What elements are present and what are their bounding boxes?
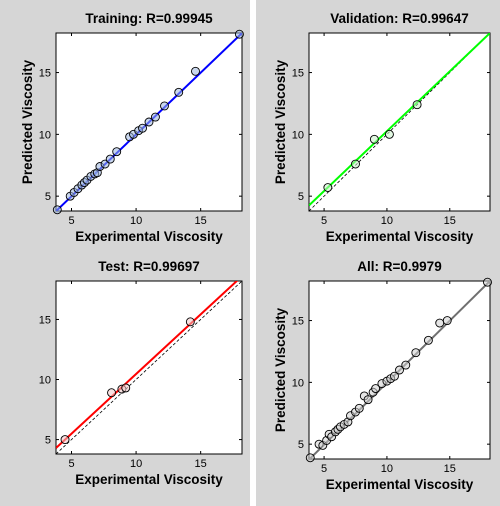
y-tick-label: 5 (298, 191, 304, 203)
x-tick-label: 10 (130, 458, 142, 470)
y-tick-label: 15 (39, 314, 51, 326)
x-tick-label: 5 (321, 215, 327, 227)
data-point-21 (160, 101, 169, 111)
y-tick-label: 10 (292, 129, 304, 141)
y-axis-label: Predicted Viscosity (273, 307, 288, 432)
y-tick-label: 5 (298, 439, 304, 451)
x-axis-label: Experimental Viscosity (75, 472, 223, 487)
data-point-13 (105, 154, 115, 164)
data-point-4 (121, 383, 131, 393)
x-tick-label: 15 (444, 463, 456, 475)
data-point-1 (60, 435, 70, 445)
y-tick-label: 5 (45, 435, 51, 447)
data-point-19 (144, 117, 154, 127)
data-point-3 (369, 134, 379, 144)
data-point-14 (354, 403, 364, 413)
data-point-5 (185, 317, 195, 327)
y-axis-label: Predicted Viscosity (20, 59, 35, 184)
x-tick-label: 5 (68, 215, 74, 227)
data-point-18 (371, 384, 381, 393)
data-point-28 (442, 316, 452, 326)
chart-3: 5 10 15 5 10 15 Test: R=0.99697 Experimental Vi… (39, 259, 243, 487)
chart-title: Test: R=0.99697 (98, 259, 199, 274)
data-point-16 (363, 395, 373, 405)
data-point-29 (483, 277, 492, 287)
identity-line (56, 281, 242, 454)
data-point-14 (112, 147, 122, 157)
data-point-2 (351, 159, 360, 169)
x-tick-label: 15 (444, 215, 456, 227)
fit-line (56, 281, 239, 449)
y-tick-label: 15 (292, 316, 304, 328)
y-tick-label: 10 (39, 129, 51, 141)
data-point-1 (52, 205, 62, 215)
fit-line (309, 33, 490, 207)
y-tick-label: 15 (292, 68, 304, 80)
data-point-1 (323, 183, 333, 192)
x-tick-label: 10 (381, 463, 393, 475)
charts-container: 5 10 15 5 10 15 Training: R=0.99945 Experimenta… (20, 11, 492, 492)
data-point-1 (305, 453, 315, 463)
data-point-2 (107, 388, 116, 398)
y-tick-label: 5 (45, 191, 51, 203)
y-tick-label: 15 (39, 68, 51, 80)
data-point-27 (435, 318, 445, 328)
x-axis-label: Experimental Viscosity (75, 229, 223, 244)
data-point-22 (390, 371, 399, 381)
x-tick-label: 15 (195, 215, 207, 227)
y-tick-label: 10 (39, 375, 51, 387)
data-point-24 (401, 360, 411, 370)
x-tick-label: 10 (381, 215, 393, 227)
data-point-24 (234, 29, 244, 39)
y-tick-label: 10 (292, 377, 304, 389)
chart-title: Validation: R=0.99647 (330, 11, 468, 26)
data-point-26 (423, 335, 433, 345)
chart-title: Training: R=0.99945 (85, 11, 213, 26)
data-point-25 (411, 348, 421, 358)
x-tick-label: 5 (68, 458, 74, 470)
data-point-23 (395, 365, 404, 375)
x-axis-label: Experimental Viscosity (326, 229, 474, 244)
data-point-4 (384, 129, 394, 139)
x-tick-label: 5 (321, 463, 327, 475)
chart-1: 5 10 15 5 10 15 Training: R=0.99945 Experimenta… (20, 11, 244, 244)
data-point-22 (174, 87, 184, 97)
chart-title: All: R=0.9979 (357, 259, 441, 274)
x-tick-label: 10 (130, 215, 142, 227)
x-tick-label: 15 (195, 458, 207, 470)
y-axis-label: Predicted Viscosity (273, 59, 288, 184)
chart-2: 5 10 15 5 10 15 Validation: R=0.99647 Experimen… (273, 11, 491, 244)
data-point-20 (151, 112, 160, 122)
data-point-23 (191, 66, 200, 76)
data-point-18 (138, 123, 147, 133)
chart-4: 5 10 15 5 10 15 All: R=0.9979 Experimental Visc… (273, 259, 492, 492)
data-point-5 (412, 100, 422, 110)
x-axis-label: Experimental Viscosity (326, 477, 474, 492)
